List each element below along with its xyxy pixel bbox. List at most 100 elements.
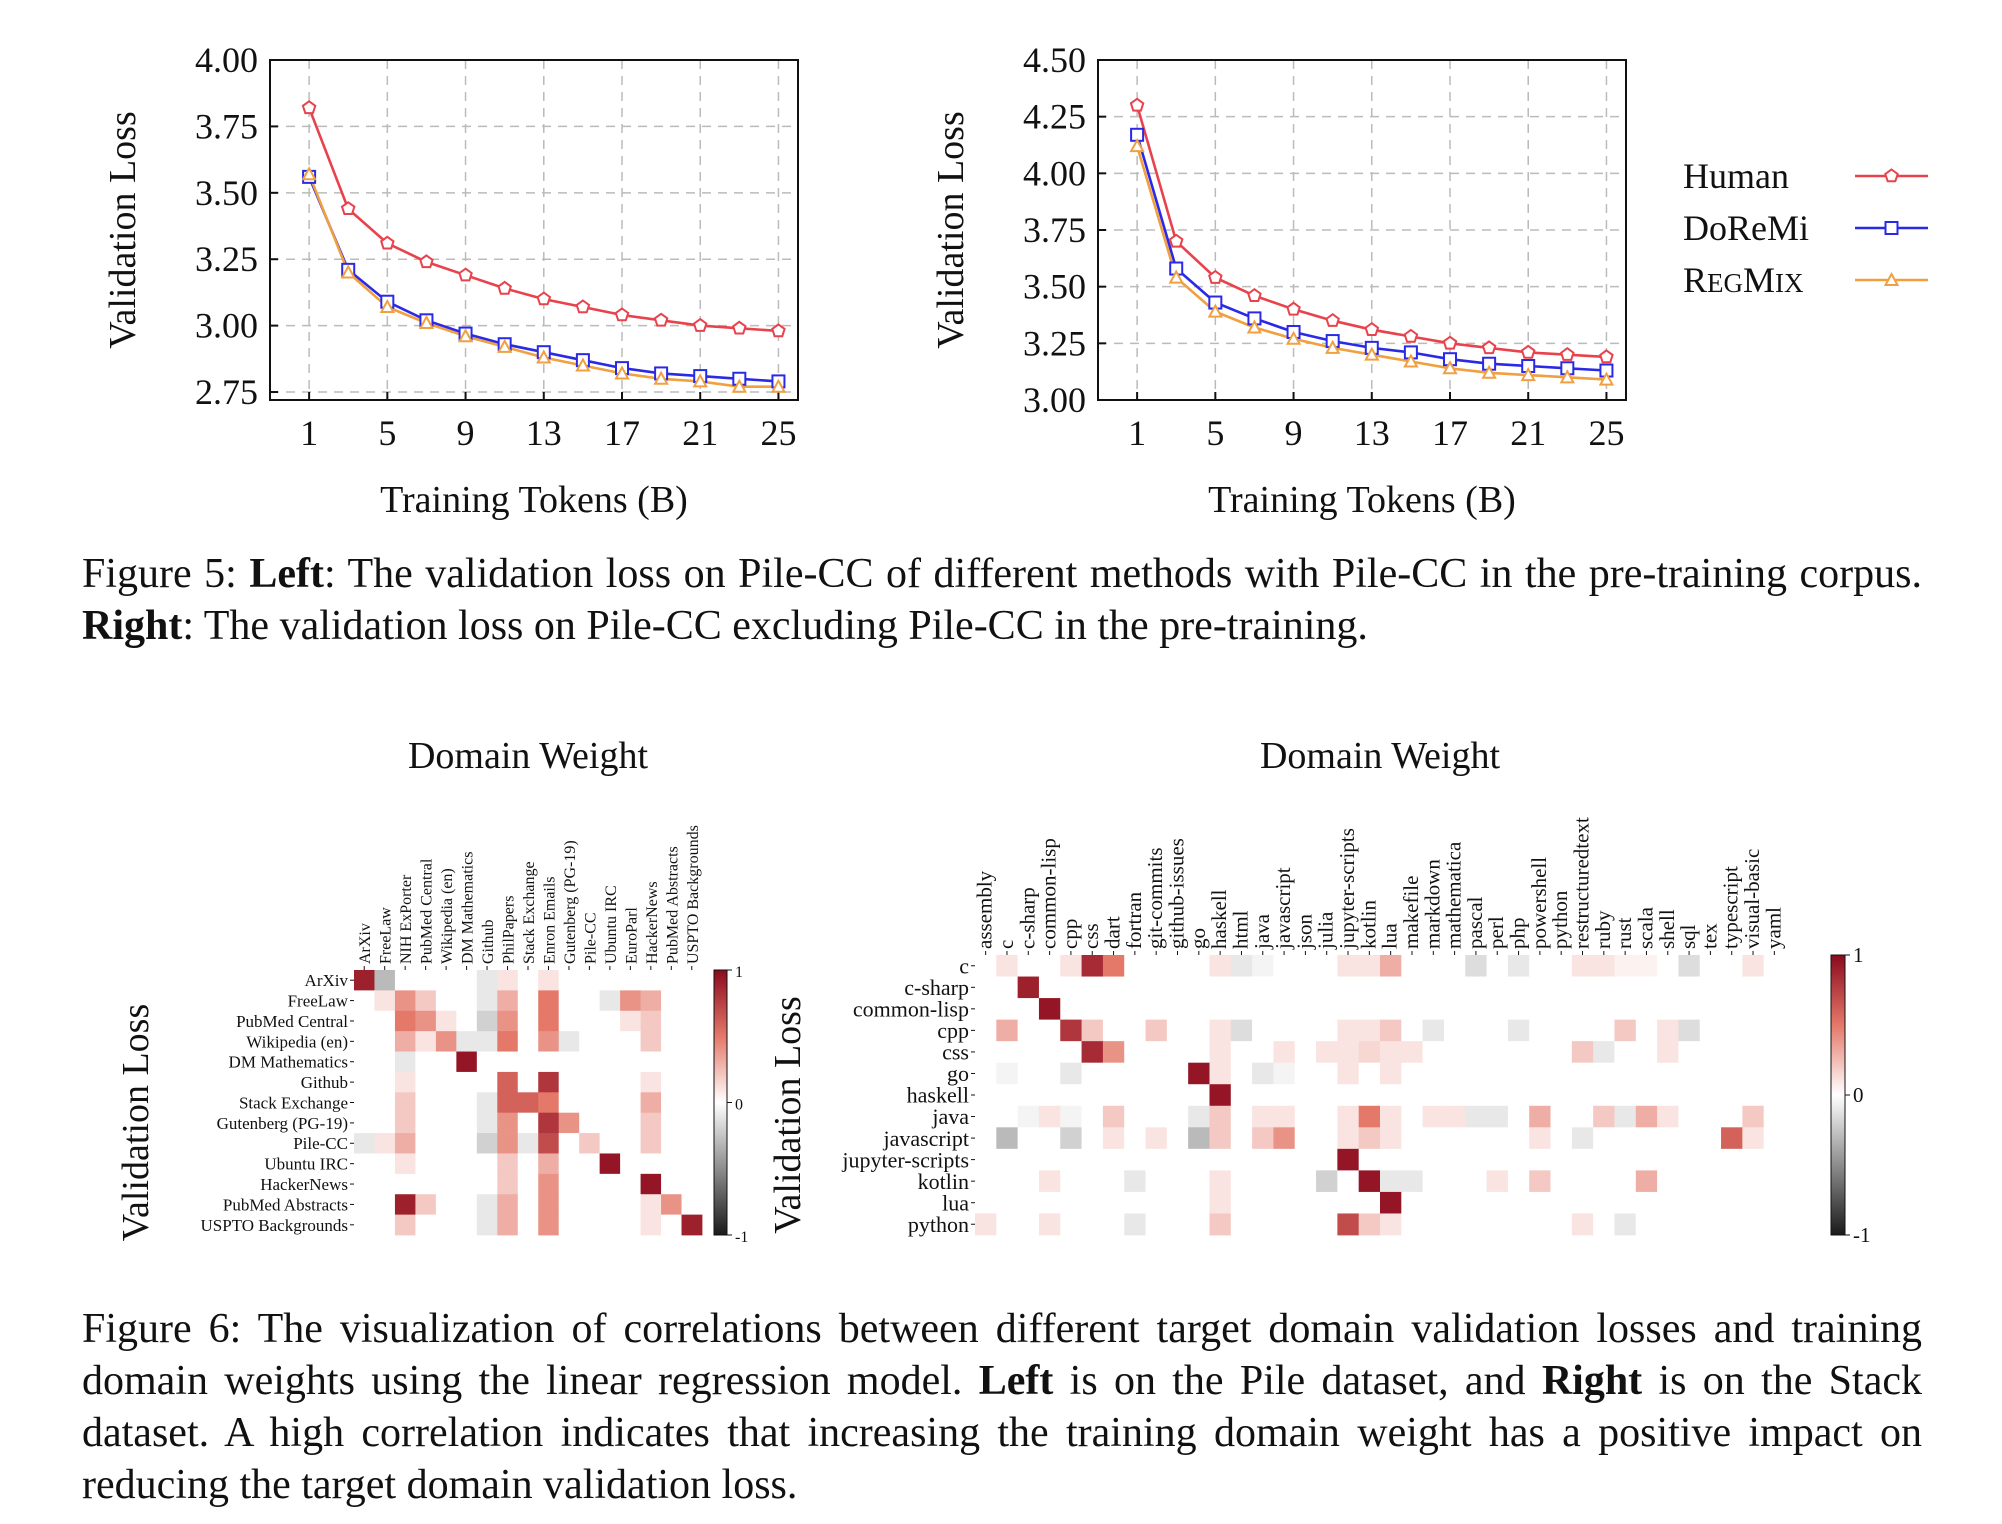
heatmap-cell (1337, 1170, 1360, 1193)
heatmap-cell (975, 1019, 997, 1042)
heatmap-cell (1060, 1191, 1082, 1214)
heatmap-cell (1252, 1019, 1274, 1042)
heatmap-cell (1571, 1105, 1594, 1128)
heatmap-cell (374, 1133, 396, 1154)
heatmap-cell (1465, 955, 1487, 977)
data-point-marker (418, 314, 435, 329)
heatmap-cell (517, 1051, 539, 1073)
y-axis-label: Validation Loss (930, 111, 972, 348)
heatmap-cell (579, 1133, 601, 1154)
heatmap-cell (1678, 976, 1701, 999)
heatmap-cell (394, 1194, 416, 1216)
y-tick-label: 3.50 (195, 173, 258, 213)
heatmap-cell (1742, 1041, 1765, 1064)
data-point-marker (732, 320, 747, 335)
heatmap-title: Domain Weight (408, 735, 648, 777)
heatmap-cell (1635, 955, 1658, 977)
x-category-label: typescript (1719, 866, 1743, 949)
caption6-text1: Figure 6: The visualization of correlati… (82, 1306, 1922, 1404)
heatmap-cell (1209, 1084, 1232, 1107)
data-point-marker (771, 323, 786, 338)
heatmap-cell (1294, 998, 1317, 1021)
heatmap-cell (1273, 955, 1296, 977)
x-category-label: scala (1633, 906, 1657, 949)
heatmap-cell (620, 1010, 641, 1032)
heatmap-cell (1443, 1084, 1466, 1107)
data-point-marker (536, 291, 552, 306)
heatmap-cell (1465, 1170, 1487, 1193)
heatmap-cell (1614, 998, 1637, 1021)
heatmap-cell (1102, 1148, 1125, 1171)
heatmap-cell (1038, 955, 1061, 977)
heatmap-cell (435, 970, 457, 991)
heatmap-cell (374, 1214, 396, 1236)
data-point-marker (1324, 339, 1341, 354)
y-tick-label: 3.75 (1023, 210, 1086, 250)
heatmap-cell (1699, 1084, 1722, 1107)
y-tick-label: 3.25 (1023, 323, 1086, 363)
heatmap-cell (1422, 1105, 1445, 1128)
heatmap-cell (435, 990, 457, 1012)
y-category-label: Stack Exchange (239, 1093, 348, 1112)
heatmap-cell (1145, 1041, 1168, 1064)
heatmap-cell (1699, 1019, 1722, 1042)
plot-frame (269, 59, 799, 401)
heatmap-cell (1529, 1041, 1551, 1064)
heatmap-cell (1614, 955, 1637, 977)
heatmap-cell (1443, 1062, 1466, 1085)
heatmap-cell (1507, 1084, 1530, 1107)
x-category-label: dart (1101, 916, 1125, 949)
heatmap-cell (497, 1010, 519, 1032)
heatmap-cell (538, 1112, 560, 1134)
heatmap-cell (374, 1092, 396, 1114)
heatmap-cell (1571, 1084, 1594, 1107)
heatmap-cell (1358, 1062, 1381, 1085)
heatmap-cell (1166, 1213, 1189, 1236)
heatmap-cell (1252, 976, 1274, 999)
y-axis-label: Validation Loss (767, 996, 809, 1233)
heatmap-cell (1486, 1084, 1509, 1107)
heatmap-cell (1635, 1019, 1658, 1042)
data-point-marker (1129, 97, 1145, 112)
data-point-marker (1482, 356, 1497, 371)
y-category-label: c-sharp (904, 975, 969, 1000)
heatmap-cell (1657, 976, 1679, 999)
heatmap-cell (1081, 1191, 1104, 1214)
heatmap-cell (1316, 1062, 1338, 1085)
heatmap-cell (1529, 1105, 1551, 1128)
heatmap-cell (640, 1112, 662, 1134)
heatmap-cell (599, 1051, 621, 1073)
heatmap-cell (415, 1173, 437, 1195)
heatmap-cell (1742, 1062, 1765, 1085)
heatmap-cell (538, 1010, 560, 1032)
heatmap-cell (1017, 1213, 1040, 1236)
data-point-marker (1129, 138, 1145, 153)
heatmap-cell (1571, 955, 1594, 977)
caption6-text2: is on the Pile dataset, and (1053, 1358, 1542, 1404)
y-category-label: kotlin (918, 1169, 969, 1194)
heatmap-cell (456, 1071, 478, 1093)
heatmap-cell (579, 1173, 601, 1195)
heatmap-cell (1145, 1213, 1168, 1236)
heatmap-cell (1209, 1105, 1232, 1128)
data-point-marker (1364, 321, 1380, 336)
heatmap-cell (1209, 1191, 1232, 1214)
data-point-marker (379, 298, 396, 314)
heatmap-cell (1060, 1148, 1082, 1171)
heatmap-cell (1486, 1127, 1509, 1150)
heatmap-cell (1188, 998, 1210, 1021)
data-point-marker (1883, 271, 1900, 286)
y-category-label: python (908, 1212, 969, 1237)
heatmap-cell (1124, 1084, 1146, 1107)
heatmap-cell (1529, 998, 1551, 1021)
heatmap-cell (456, 990, 478, 1012)
x-category-label: NIH ExPorter (398, 874, 415, 964)
heatmap-cell (354, 1173, 375, 1195)
heatmap-cell (1038, 1191, 1061, 1214)
heatmap-cell (558, 1092, 580, 1114)
heatmap-cell (1443, 976, 1466, 999)
x-category-label: visual-basic (1740, 849, 1764, 949)
heatmap-cell (1657, 1019, 1679, 1042)
heatmap-cell (1550, 1127, 1573, 1150)
